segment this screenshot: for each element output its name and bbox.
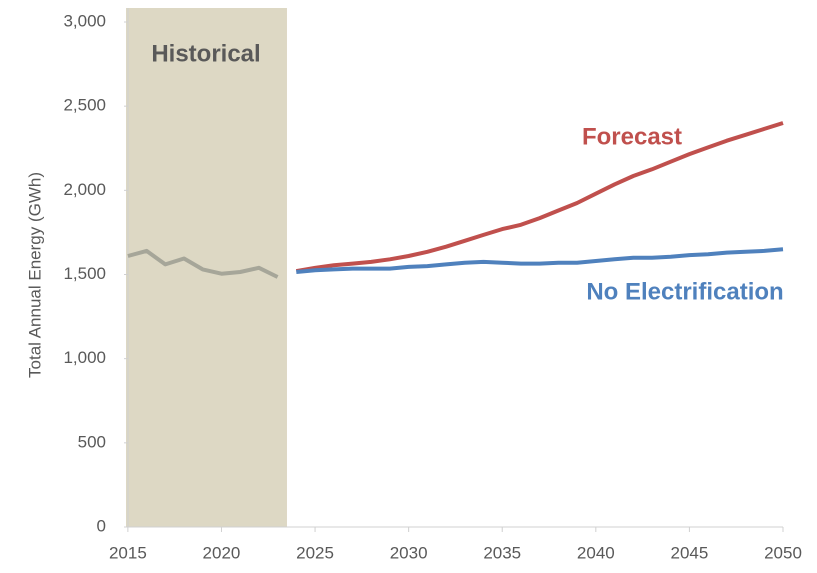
y-tick-label: 2,000	[63, 180, 106, 199]
x-tick-label: 2035	[483, 543, 521, 562]
series-label: Forecast	[582, 123, 682, 150]
x-tick-label: 2025	[296, 543, 334, 562]
y-tick-label: 1,000	[63, 348, 106, 367]
series-line	[295, 121, 784, 274]
y-axis-label: Total Annual Energy (GWh)	[25, 172, 44, 378]
x-tick-label: 2050	[764, 543, 802, 562]
y-tick-label: 1,500	[63, 264, 106, 283]
x-tick-label: 2045	[670, 543, 708, 562]
series-line	[296, 247, 784, 274]
y-tick-label: 0	[97, 516, 106, 535]
series-line	[127, 248, 279, 279]
historical-shade	[126, 8, 287, 527]
series-label: No Electrification	[586, 278, 783, 305]
x-tick-label: 2020	[203, 543, 241, 562]
y-tick-label: 3,000	[63, 11, 106, 30]
x-tick-label: 2040	[577, 543, 615, 562]
series-label: Historical	[151, 40, 260, 67]
x-tick-label: 2015	[109, 543, 147, 562]
x-tick-label: 2030	[390, 543, 428, 562]
y-tick-label: 500	[78, 432, 106, 451]
y-tick-label: 2,500	[63, 96, 106, 115]
